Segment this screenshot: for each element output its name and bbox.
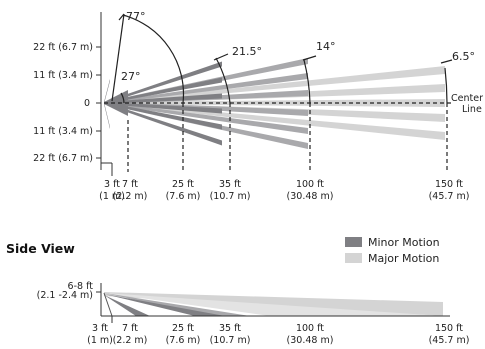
x-label-metric: (1 m) [87, 335, 113, 346]
top-view: 22 ft (6.7 m) 11 ft (3.4 m) 0 11 ft (3.4… [33, 10, 483, 202]
x-label: 35 ft [219, 179, 241, 190]
legend-label-minor: Minor Motion [368, 236, 440, 249]
angle-tick [213, 53, 229, 61]
beam-minor [104, 93, 222, 104]
x-label: 3 ft [104, 179, 120, 190]
legend: Minor Motion Major Motion [345, 236, 440, 265]
beam-mid [104, 102, 308, 134]
angle-label-77: 77° [126, 10, 146, 23]
y-label: 11 ft (3.4 m) [33, 126, 93, 137]
x-label-metric: (1 m) [99, 191, 125, 202]
beam-minor [104, 102, 222, 114]
angle-tick [302, 55, 317, 61]
y-label: 22 ft (6.7 m) [33, 42, 93, 53]
x-label: 100 ft [296, 179, 324, 190]
x-label-metric: (7.6 m) [166, 335, 201, 346]
side-beam-down [103, 292, 113, 317]
legend-swatch-major [345, 253, 362, 263]
angle-arc-21-5 [215, 57, 231, 104]
angle-arc-6-5 [444, 67, 448, 104]
angle-tick [440, 59, 453, 64]
angle-arc-77 [122, 14, 185, 104]
top-x-labels: 3 ft (1 m) 7 ft (2.2 m) 25 ft (7.6 m) 35… [99, 179, 469, 202]
beam-major-far [104, 102, 445, 140]
legend-label-major: Major Motion [368, 252, 439, 265]
x-label: 7 ft [122, 179, 138, 190]
angle-label-14: 14° [316, 40, 336, 53]
side-height-label: 6-8 ft [68, 281, 94, 292]
side-view-title: Side View [6, 241, 75, 256]
beam-near [104, 102, 128, 110]
beam-minor [104, 77, 222, 104]
side-beam-minor [104, 294, 225, 316]
beam-near [104, 79, 110, 104]
angle-arc-27 [120, 92, 125, 104]
side-view: Side View Minor Motion Major Motion 6-8 … [6, 236, 469, 346]
beam-minor [104, 61, 222, 104]
beam-near [104, 102, 110, 129]
side-height-label-metric: (2.1 -2.4 m) [37, 290, 93, 301]
angle-ray-77 [118, 13, 125, 21]
x-label-metric: (2.2 m) [113, 191, 148, 202]
center-line-label: Line [462, 104, 482, 115]
beam-major-far [104, 66, 445, 104]
angle-label-6-5: 6.5° [452, 50, 475, 63]
x-label-metric: (30.48 m) [287, 191, 334, 202]
x-label: 150 ft [435, 323, 463, 334]
top-view-beams [104, 58, 445, 149]
side-x-labels: 3 ft (1 m) 7 ft (2.2 m) 25 ft (7.6 m) 35… [87, 323, 469, 346]
x-label: 3 ft [92, 323, 108, 334]
x-label: 25 ft [172, 179, 194, 190]
x-label-metric: (45.7 m) [429, 335, 470, 346]
center-line-label: Center [451, 93, 483, 104]
angle-label-21-5: 21.5° [232, 45, 262, 58]
x-label: 35 ft [219, 323, 241, 334]
x-label-metric: (2.2 m) [113, 335, 148, 346]
x-label-metric: (10.7 m) [210, 335, 251, 346]
x-label-metric: (45.7 m) [429, 191, 470, 202]
x-label: 7 ft [122, 323, 138, 334]
side-beam-major-long [104, 292, 443, 316]
beam-minor [104, 102, 222, 130]
angle-ray-77 [111, 13, 125, 102]
y-label: 0 [84, 98, 90, 109]
beam-minor [104, 102, 222, 146]
side-beam-minor-near [104, 295, 150, 316]
angle-label-27: 27° [121, 70, 141, 83]
beam-mid [104, 73, 308, 104]
x-label-metric: (10.7 m) [210, 191, 251, 202]
legend-swatch-minor [345, 237, 362, 247]
beam-near [104, 102, 128, 116]
y-label: 22 ft (6.7 m) [33, 153, 93, 164]
y-label: 11 ft (3.4 m) [33, 70, 93, 81]
x-label-metric: (30.48 m) [287, 335, 334, 346]
x-label: 150 ft [435, 179, 463, 190]
x-label: 25 ft [172, 323, 194, 334]
x-label: 100 ft [296, 323, 324, 334]
side-beam-major-floor [104, 293, 443, 316]
beam-near [104, 96, 128, 104]
x-label-metric: (7.6 m) [166, 191, 201, 202]
side-beam-mid [104, 293, 250, 316]
